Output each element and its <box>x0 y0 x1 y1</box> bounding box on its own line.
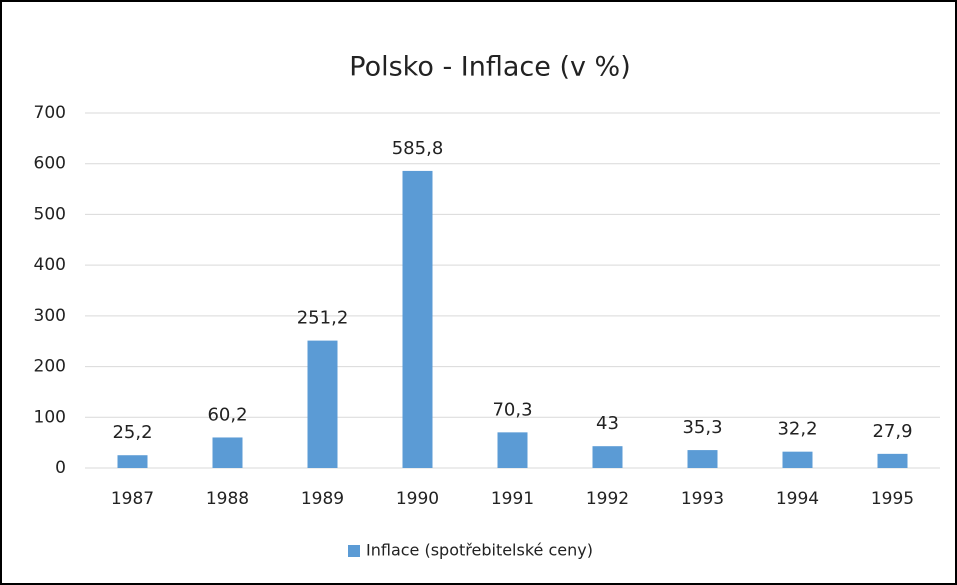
x-tick-label: 1992 <box>586 489 629 509</box>
data-label: 35,3 <box>682 417 722 438</box>
data-label: 60,2 <box>207 404 247 425</box>
x-tick-label: 1988 <box>206 489 249 509</box>
y-tick-label: 300 <box>34 306 66 326</box>
bar <box>877 453 908 468</box>
x-tick-label: 1987 <box>111 489 154 509</box>
y-tick-label: 200 <box>34 357 66 377</box>
data-label: 585,8 <box>392 138 444 159</box>
y-tick-label: 0 <box>55 458 66 478</box>
bar <box>117 455 148 468</box>
data-label: 70,3 <box>492 399 532 420</box>
legend-swatch <box>348 545 360 557</box>
bar <box>212 437 243 468</box>
bar <box>687 450 718 468</box>
y-tick-label: 700 <box>34 103 66 123</box>
data-label: 32,2 <box>777 419 817 440</box>
chart-title: Polsko - Inflace (v %) <box>349 52 630 83</box>
y-tick-label: 500 <box>34 204 66 224</box>
y-tick-label: 400 <box>34 255 66 275</box>
y-tick-label: 600 <box>34 154 66 174</box>
bar <box>402 170 433 468</box>
bar <box>497 432 528 468</box>
x-tick-label: 1995 <box>871 489 914 509</box>
data-label: 251,2 <box>297 308 349 329</box>
x-tick-label: 1993 <box>681 489 724 509</box>
x-tick-label: 1990 <box>396 489 439 509</box>
data-label: 25,2 <box>112 422 152 443</box>
x-tick-label: 1991 <box>491 489 534 509</box>
data-label: 27,9 <box>872 421 912 442</box>
x-tick-label: 1994 <box>776 489 819 509</box>
data-label: 43 <box>596 413 619 434</box>
legend-label: Inflace (spotřebitelské ceny) <box>366 541 593 560</box>
bar <box>782 451 813 468</box>
x-tick-label: 1989 <box>301 489 344 509</box>
bar <box>592 446 623 468</box>
y-tick-label: 100 <box>34 407 66 427</box>
bar <box>307 340 338 468</box>
